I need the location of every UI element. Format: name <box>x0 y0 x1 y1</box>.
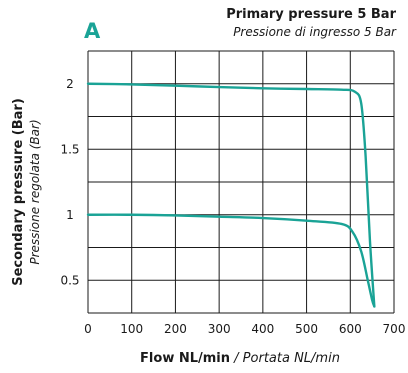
series-line-2 <box>86 213 376 308</box>
x-tick-label-0: 0 <box>84 322 92 336</box>
y-axis-subtitle: Pressione regolata (Bar) <box>28 119 42 264</box>
series-line-1 <box>86 82 376 308</box>
y-tick-label-0: 0.5 <box>60 273 79 287</box>
x-tick-label-4: 400 <box>251 322 274 336</box>
x-axis-title-it: / Portata NL/min <box>230 351 340 366</box>
x-axis-title: Flow NL/min / Portata NL/min <box>140 351 340 366</box>
y-axis-subtitle-group: Pressione regolata (Bar) <box>28 119 42 264</box>
x-tick-label-5: 500 <box>295 322 318 336</box>
x-tick-label-1: 100 <box>120 322 143 336</box>
y-tick-labels: 0.5 1 1.5 2 <box>60 77 79 288</box>
x-tick-labels: 0 100 200 300 400 500 600 700 <box>84 322 405 336</box>
x-tick-label-7: 700 <box>383 322 406 336</box>
y-axis-title: Secondary pressure (Bar) <box>11 98 26 286</box>
y-axis-title-group: Secondary pressure (Bar) <box>11 98 26 286</box>
x-tick-label-3: 300 <box>208 322 231 336</box>
x-axis-title-en: Flow NL/min <box>140 351 230 366</box>
panel-label: A <box>84 19 101 43</box>
chart-title: Primary pressure 5 Bar <box>226 7 396 22</box>
series-group <box>86 82 376 308</box>
y-tick-label-3: 2 <box>66 77 74 91</box>
x-tick-label-2: 200 <box>164 322 187 336</box>
x-tick-label-6: 600 <box>339 322 362 336</box>
chart-subtitle: Pressione di ingresso 5 Bar <box>233 25 397 39</box>
y-tick-label-1: 1 <box>66 208 74 222</box>
y-tick-label-2: 1.5 <box>60 142 79 156</box>
